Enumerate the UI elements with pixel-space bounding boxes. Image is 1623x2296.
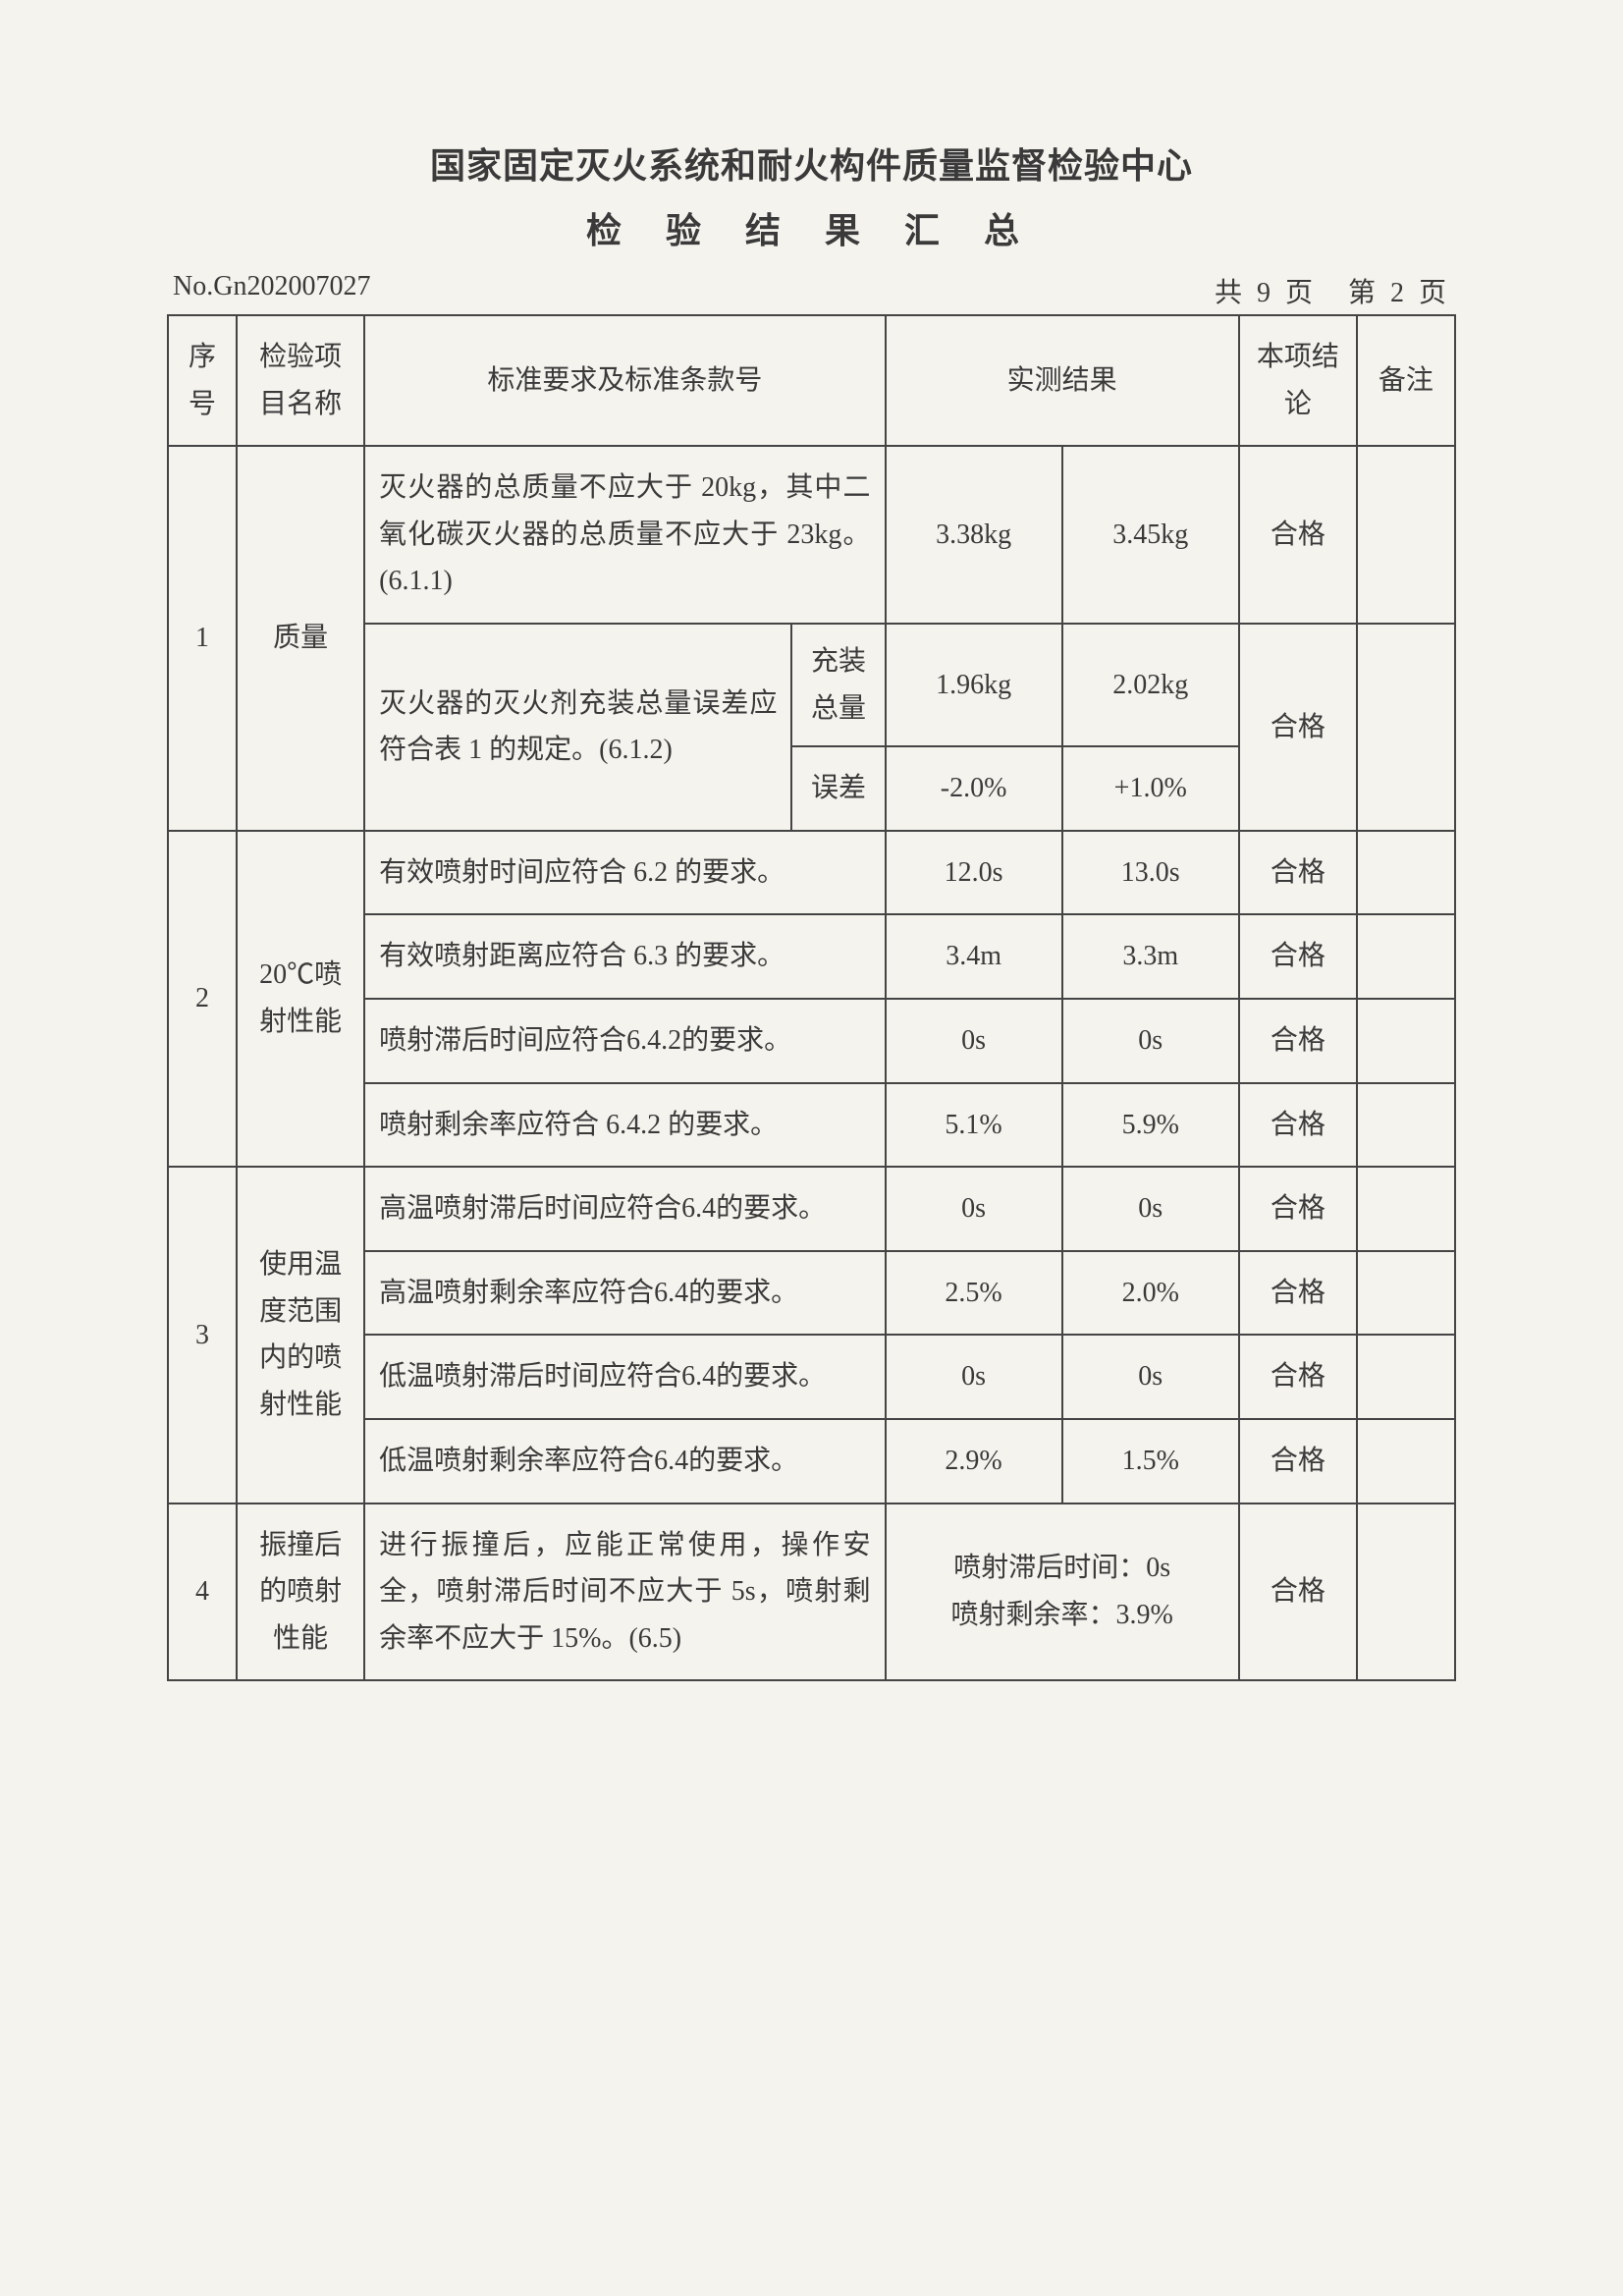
inspection-report-page: 国家固定灭火系统和耐火构件质量监督检验中心 检 验 结 果 汇 总 No.Gn2…	[167, 137, 1456, 1681]
measured-cell: 0s	[1062, 999, 1239, 1083]
conclusion-cell: 合格	[1239, 1503, 1357, 1681]
std-cell: 灭火器的总质量不应大于 20kg，其中二氧化碳灭火器的总质量不应大于 23kg。…	[364, 446, 885, 624]
table-row: 1 质量 灭火器的总质量不应大于 20kg，其中二氧化碳灭火器的总质量不应大于 …	[168, 446, 1455, 624]
std-cell: 高温喷射滞后时间应符合6.4的要求。	[364, 1167, 885, 1251]
remark-cell	[1357, 999, 1455, 1083]
measured-cell: 3.45kg	[1062, 446, 1239, 624]
table-row: 2 20℃喷射性能 有效喷射时间应符合 6.2 的要求。 12.0s 13.0s…	[168, 831, 1455, 915]
conclusion-cell: 合格	[1239, 914, 1357, 999]
measured-cell: 5.1%	[886, 1083, 1062, 1168]
col-std: 标准要求及标准条款号	[364, 315, 885, 446]
col-remark: 备注	[1357, 315, 1455, 446]
seq-cell: 4	[168, 1503, 237, 1681]
sub-label-cell: 误差	[791, 746, 885, 831]
std-cell: 喷射滞后时间应符合6.4.2的要求。	[364, 999, 885, 1083]
remark-cell	[1357, 831, 1455, 915]
measured-cell: 0s	[886, 1335, 1062, 1419]
conclusion-cell: 合格	[1239, 624, 1357, 831]
col-item: 检验项目名称	[237, 315, 364, 446]
seq-cell: 2	[168, 831, 237, 1167]
remark-cell	[1357, 1419, 1455, 1503]
measured-cell: 13.0s	[1062, 831, 1239, 915]
measured-cell: 1.5%	[1062, 1419, 1239, 1503]
table-row: 4 振撞后的喷射性能 进行振撞后，应能正常使用，操作安全，喷射滞后时间不应大于 …	[168, 1503, 1455, 1681]
sub-label-cell: 充装总量	[791, 624, 885, 746]
col-seq: 序号	[168, 315, 237, 446]
item-cell: 质量	[237, 446, 364, 831]
conclusion-cell: 合格	[1239, 1419, 1357, 1503]
measured-cell: 3.3m	[1062, 914, 1239, 999]
doc-number: No.Gn202007027	[173, 271, 370, 310]
measured-cell: 0s	[886, 1167, 1062, 1251]
conclusion-cell: 合格	[1239, 1083, 1357, 1168]
table-header-row: 序号 检验项目名称 标准要求及标准条款号 实测结果 本项结论 备注	[168, 315, 1455, 446]
measured-cell: 5.9%	[1062, 1083, 1239, 1168]
measured-cell: 2.5%	[886, 1251, 1062, 1336]
std-cell: 进行振撞后，应能正常使用，操作安全，喷射滞后时间不应大于 5s，喷射剩余率不应大…	[364, 1503, 885, 1681]
conclusion-cell: 合格	[1239, 1335, 1357, 1419]
conclusion-cell: 合格	[1239, 446, 1357, 624]
measured-cell: 3.4m	[886, 914, 1062, 999]
measured-cell: 0s	[1062, 1167, 1239, 1251]
measured-cell: 喷射滞后时间：0s 喷射剩余率：3.9%	[886, 1503, 1239, 1681]
results-table: 序号 检验项目名称 标准要求及标准条款号 实测结果 本项结论 备注 1 质量 灭…	[167, 314, 1456, 1681]
remark-cell	[1357, 624, 1455, 831]
seq-cell: 1	[168, 446, 237, 831]
measured-cell: 1.96kg	[886, 624, 1062, 746]
measured-line: 喷射剩余率：3.9%	[900, 1592, 1224, 1639]
conclusion-cell: 合格	[1239, 831, 1357, 915]
remark-cell	[1357, 1335, 1455, 1419]
remark-cell	[1357, 1503, 1455, 1681]
table-row: 3 使用温度范围内的喷射性能 高温喷射滞后时间应符合6.4的要求。 0s 0s …	[168, 1167, 1455, 1251]
col-measured: 实测结果	[886, 315, 1239, 446]
measured-cell: 12.0s	[886, 831, 1062, 915]
remark-cell	[1357, 914, 1455, 999]
measured-cell: 2.0%	[1062, 1251, 1239, 1336]
std-cell: 低温喷射剩余率应符合6.4的要求。	[364, 1419, 885, 1503]
page-info: 共 9 页 第 2 页	[1215, 271, 1450, 310]
measured-line: 喷射滞后时间：0s	[900, 1545, 1224, 1592]
report-title: 检 验 结 果 汇 总	[167, 202, 1456, 253]
conclusion-cell: 合格	[1239, 999, 1357, 1083]
conclusion-cell: 合格	[1239, 1167, 1357, 1251]
std-cell: 有效喷射距离应符合 6.3 的要求。	[364, 914, 885, 999]
remark-cell	[1357, 1167, 1455, 1251]
measured-cell: 0s	[1062, 1335, 1239, 1419]
measured-cell: 0s	[886, 999, 1062, 1083]
org-title: 国家固定灭火系统和耐火构件质量监督检验中心	[167, 137, 1456, 189]
measured-cell: 2.02kg	[1062, 624, 1239, 746]
measured-cell: 2.9%	[886, 1419, 1062, 1503]
seq-cell: 3	[168, 1167, 237, 1503]
measured-cell: +1.0%	[1062, 746, 1239, 831]
std-cell: 喷射剩余率应符合 6.4.2 的要求。	[364, 1083, 885, 1168]
remark-cell	[1357, 446, 1455, 624]
std-cell: 低温喷射滞后时间应符合6.4的要求。	[364, 1335, 885, 1419]
remark-cell	[1357, 1251, 1455, 1336]
remark-cell	[1357, 1083, 1455, 1168]
item-cell: 使用温度范围内的喷射性能	[237, 1167, 364, 1503]
measured-cell: -2.0%	[886, 746, 1062, 831]
conclusion-cell: 合格	[1239, 1251, 1357, 1336]
std-cell: 高温喷射剩余率应符合6.4的要求。	[364, 1251, 885, 1336]
item-cell: 20℃喷射性能	[237, 831, 364, 1167]
std-cell: 灭火器的灭火剂充装总量误差应符合表 1 的规定。(6.1.2)	[364, 624, 791, 831]
item-cell: 振撞后的喷射性能	[237, 1503, 364, 1681]
meta-row: No.Gn202007027 共 9 页 第 2 页	[167, 271, 1456, 310]
std-cell: 有效喷射时间应符合 6.2 的要求。	[364, 831, 885, 915]
measured-cell: 3.38kg	[886, 446, 1062, 624]
col-conclusion: 本项结论	[1239, 315, 1357, 446]
